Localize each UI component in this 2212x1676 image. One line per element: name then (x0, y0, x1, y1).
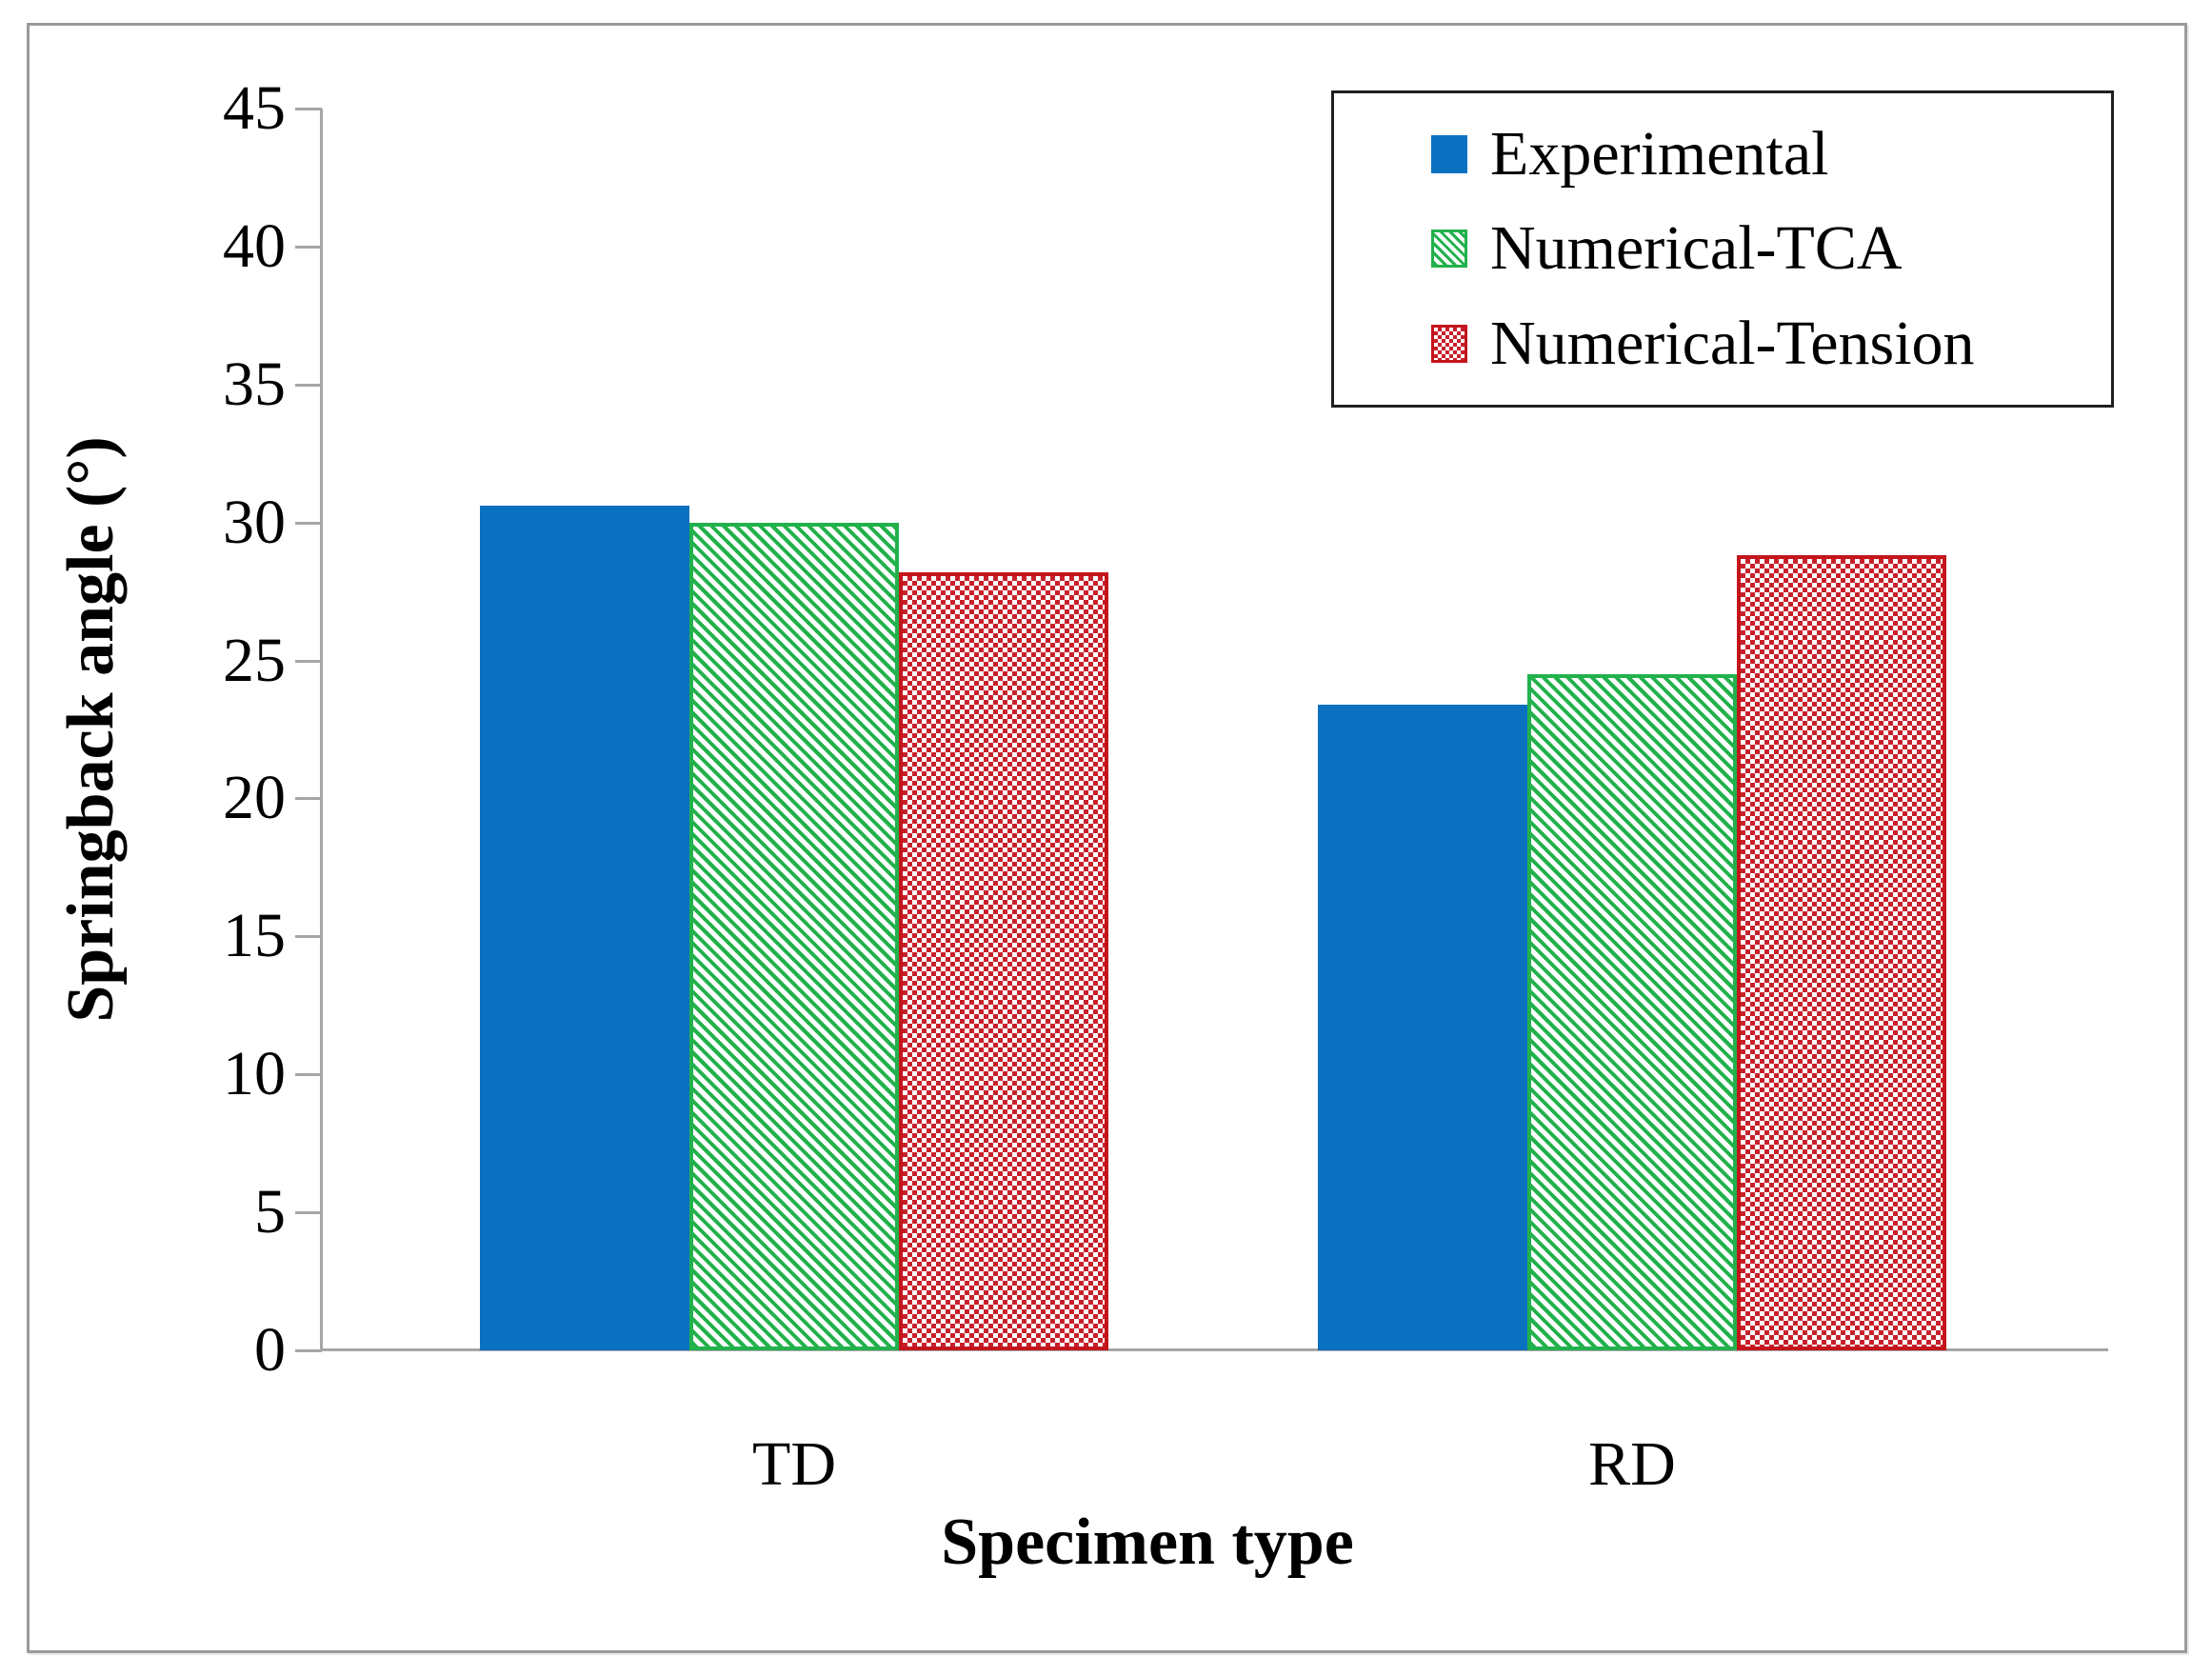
legend-row: Numerical-Tension (1431, 309, 2092, 378)
bar-td-numerical-tension (899, 571, 1108, 1350)
y-tick-label: 45 (223, 73, 286, 143)
y-tick-label: 5 (254, 1177, 286, 1247)
y-tick-mark (295, 659, 322, 663)
legend-swatch-experimental-icon (1431, 134, 1467, 173)
y-tick-label: 35 (223, 349, 286, 419)
y-tick-label: 25 (223, 625, 286, 695)
y-axis-line (320, 109, 323, 1351)
y-tick-mark (295, 383, 322, 387)
legend-swatch-numerical-tca-icon (1431, 229, 1467, 269)
legend: Experimental Numerical-TCA Numerical-Tensi… (1331, 90, 2114, 408)
legend-label: Numerical-Tension (1490, 309, 1975, 379)
x-axis-line (320, 1348, 2108, 1351)
y-tick-mark (295, 108, 322, 110)
y-tick-mark (295, 521, 322, 525)
y-tick-mark (295, 797, 322, 801)
legend-label: Experimental (1490, 118, 1829, 189)
y-tick-label: 10 (223, 1039, 286, 1109)
y-tick-mark (295, 1211, 322, 1215)
y-tick-mark (295, 935, 322, 939)
y-tick-mark (295, 1349, 322, 1352)
x-axis-title: Specimen type (941, 1506, 1354, 1579)
y-tick-label: 40 (223, 210, 286, 281)
bar-rd-numerical-tca (1527, 674, 1737, 1350)
legend-row: Experimental (1431, 118, 2092, 189)
legend-label: Numerical-TCA (1490, 213, 1903, 284)
bar-td-experimental (480, 506, 689, 1350)
y-tick-mark (295, 245, 322, 249)
y-tick-label: 30 (223, 487, 286, 557)
bar-rd-experimental (1318, 704, 1527, 1350)
bar-rd-numerical-tension (1737, 555, 1946, 1350)
y-tick-label: 0 (254, 1315, 286, 1385)
y-tick-label: 20 (223, 763, 286, 833)
y-tick-label: 15 (223, 901, 286, 971)
x-category-label-rd: RD (1588, 1429, 1676, 1499)
legend-row: Numerical-TCA (1431, 214, 2092, 283)
legend-swatch-numerical-tension-icon (1431, 325, 1467, 364)
bar-td-numerical-tca (689, 522, 899, 1350)
figure-border (27, 23, 2187, 1653)
y-tick-mark (295, 1073, 322, 1077)
y-axis-title: Springback angle (°) (54, 436, 128, 1023)
x-category-label-td: TD (752, 1429, 836, 1499)
